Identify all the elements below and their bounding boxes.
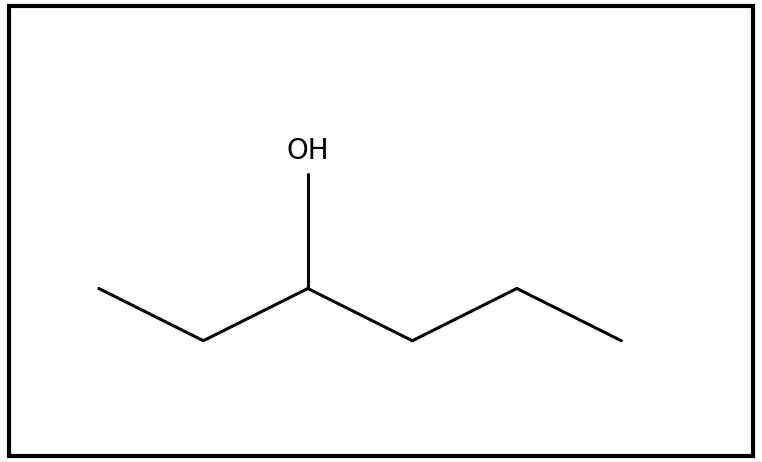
Text: OH: OH bbox=[287, 137, 329, 165]
